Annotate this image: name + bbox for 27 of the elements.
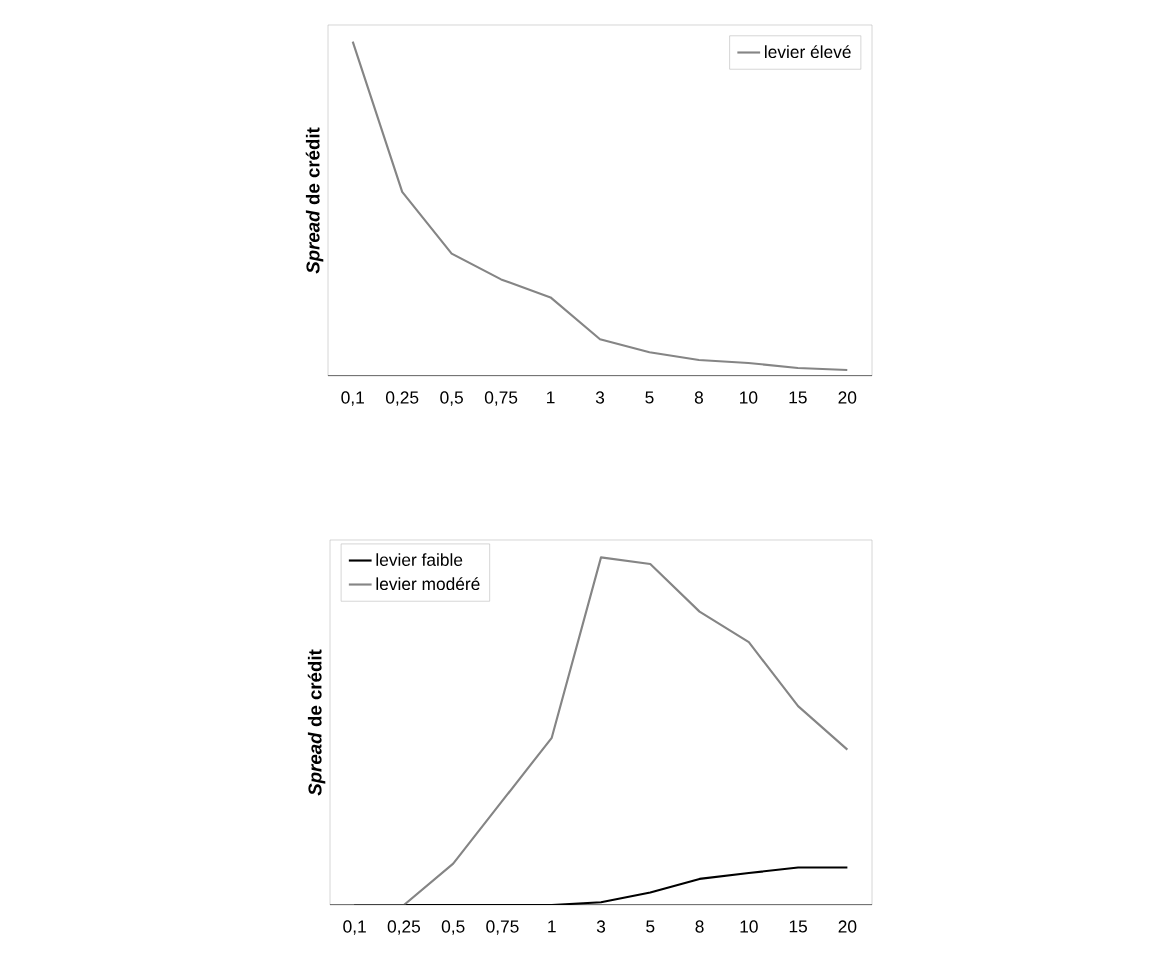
y-axis-title: Spread de crédit <box>307 649 326 796</box>
x-tick-label: 0,5 <box>440 391 463 406</box>
x-tick-label: 0,75 <box>484 391 518 406</box>
x-tick-label: 0,75 <box>486 920 519 935</box>
x-tick-label: 20 <box>838 920 857 933</box>
legend-label: levier faible <box>376 553 463 566</box>
x-tick-label: 10 <box>740 391 758 404</box>
legend-label: levier modéré <box>376 577 480 591</box>
x-tick-label: 0,25 <box>385 391 419 406</box>
x-tick-label: 15 <box>789 391 807 404</box>
x-tick-label: 0,25 <box>387 920 421 935</box>
x-tick-label: 10 <box>740 920 758 933</box>
x-tick-label: 0,1 <box>341 391 364 406</box>
x-tick-label: 1 <box>547 391 555 404</box>
x-tick-label: 0,5 <box>441 920 465 935</box>
x-tick-label: 8 <box>695 920 704 933</box>
x-tick-label: 3 <box>595 391 605 404</box>
x-tick-label: 5 <box>645 391 654 404</box>
legend-label: levier élevé <box>765 45 851 59</box>
x-tick-label: 20 <box>838 391 857 404</box>
x-tick-label: 15 <box>789 920 808 933</box>
x-tick-label: 1 <box>548 920 556 933</box>
x-tick-label: 0,1 <box>343 920 366 935</box>
y-axis-title: Spread de crédit <box>305 127 324 274</box>
x-tick-label: 3 <box>596 920 606 933</box>
x-tick-label: 8 <box>694 391 703 404</box>
x-tick-label: 5 <box>646 920 655 933</box>
